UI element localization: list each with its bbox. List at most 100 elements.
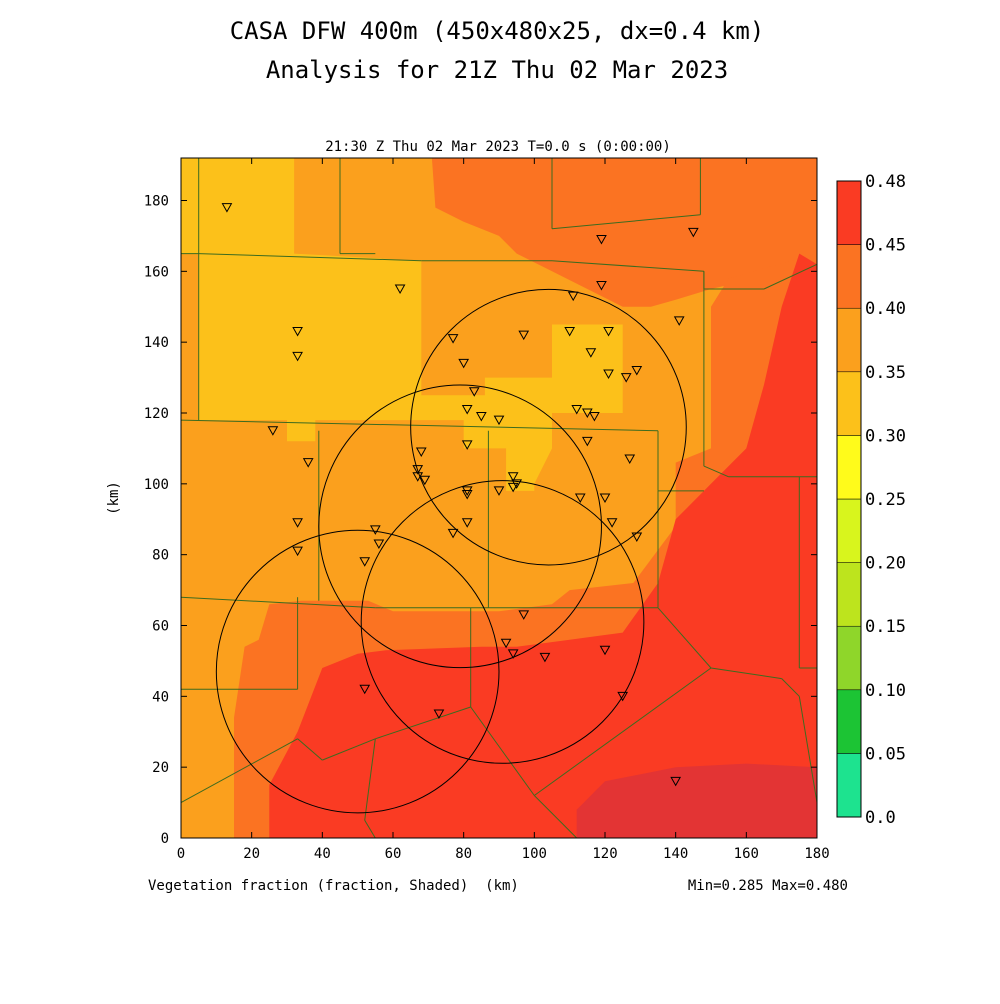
station-marker-13 [458,358,470,369]
station-marker-41 [599,493,611,504]
station-marker-47 [606,518,618,528]
x-tick-label-3: 60 [385,846,402,862]
station-marker-10 [603,327,614,337]
colorbar-label-7: 0.35 [865,363,906,383]
station-marker-51 [518,610,530,620]
station-marker-40 [574,493,586,504]
station-marker-6 [567,291,579,302]
station-marker-44 [373,539,385,550]
station-marker-53 [507,649,519,659]
county-boundary-28 [375,706,471,740]
station-marker-26 [302,458,314,468]
station-marker-50 [359,557,371,567]
county-boundary-42 [364,820,376,838]
station-marker-48 [631,532,643,542]
county-boundary-34 [710,667,782,680]
station-marker-15 [603,369,614,380]
station-marker-34 [507,472,519,482]
radar-range-ring-2 [360,480,645,764]
plot-frame [180,157,818,839]
radar-range-ring-3 [215,529,500,814]
station-marker-4 [596,234,607,245]
county-boundary-35 [781,678,800,697]
station-marker-22 [571,404,583,415]
station-marker-30 [412,465,424,475]
station-marker-24 [589,412,600,422]
x-tick-label-6: 120 [592,846,617,862]
y-axis-label: (km) [106,481,122,515]
station-marker-18 [468,387,480,397]
station-marker-59 [670,776,682,787]
shading-region-2 [431,158,817,307]
colorbar-swatch-6 [836,371,862,436]
field-label: Vegetation fraction (fraction, Shaded) [148,878,468,894]
station-marker-12 [447,334,459,344]
county-boundary-8 [763,263,817,290]
station-marker-14 [585,348,597,358]
minmax-label: Min=0.285 Max=0.480 [688,878,848,894]
county-boundary-37 [657,607,712,669]
county-boundary-33 [534,667,712,796]
station-marker-20 [475,412,487,422]
colorbar: 0.0 0.05 0.10 0.15 0.20 0.25 0.30 0.35 0.40 0.45 0… [836,172,906,828]
y-axis: 0 20 40 60 80 100 120 140 160 180 [144,194,817,847]
y-tick-label-7: 140 [144,335,169,351]
shading-region-1 [181,158,623,491]
station-marker-43 [369,525,381,535]
y-tick-label-9: 180 [144,194,169,210]
station-marker-55 [599,645,611,656]
colorbar-frame [836,180,862,818]
station-marker-1 [292,327,303,337]
x-tick-label-2: 40 [314,846,331,862]
colorbar-label-9: 0.45 [865,236,906,256]
shading-region-4 [269,253,817,838]
county-boundary-3 [198,253,422,262]
y-tick-label-2: 40 [152,689,169,705]
y-tick-label-4: 80 [152,548,169,564]
colorbar-label-8: 0.40 [865,299,906,319]
station-marker-23 [581,408,593,419]
station-marker-56 [359,684,371,695]
colorbar-label-3: 0.15 [865,617,906,637]
y-tick-label-0: 0 [161,831,169,847]
station-marker-11 [518,330,530,341]
y-tick-label-8: 160 [144,264,169,280]
station-marker-42 [292,518,303,528]
station-marker-38 [461,486,473,496]
colorbar-swatch-8 [836,244,862,309]
county-boundary-30 [297,738,323,761]
station-marker-45 [447,528,459,539]
colorbar-swatch-1 [836,689,862,754]
station-marker-7 [596,281,607,291]
x-tick-label-0: 0 [177,846,185,862]
county-boundary-5 [551,260,704,272]
county-boundary-1 [181,419,659,432]
county-boundary-36 [798,696,817,803]
station-marker-27 [461,440,473,450]
station-marker-33 [415,447,427,457]
station-marker-9 [564,327,576,337]
colorbar-swatch-9 [836,180,862,245]
station-marker-16 [620,373,632,383]
plot-area [181,158,817,838]
radar-range-ring-1 [318,384,602,669]
station-marker-2 [292,351,303,362]
station-marker-29 [624,454,636,465]
time-label: 21:30 Z Thu 02 Mar 2023 T=0.0 s (0:00:00… [325,139,671,155]
station-marker-3 [394,284,406,295]
colorbar-label-0: 0.0 [865,808,896,828]
station-marker-21 [493,415,505,426]
x-tick-label-4: 80 [455,846,472,862]
x-axis: 0 20 40 60 80 100 120 140 160 180 [177,158,830,862]
chart-title: CASA DFW 400m (450x480x25, dx=0.4 km) [230,17,765,45]
colorbar-swatch-0 [836,753,862,818]
x-tick-label-9: 180 [804,846,829,862]
colorbar-label-1: 0.05 [865,744,906,764]
county-boundary-12 [551,214,701,230]
station-marker-25 [267,426,279,436]
county-boundary-41 [364,738,376,821]
y-tick-label-5: 100 [144,477,169,493]
station-marker-54 [539,652,551,663]
